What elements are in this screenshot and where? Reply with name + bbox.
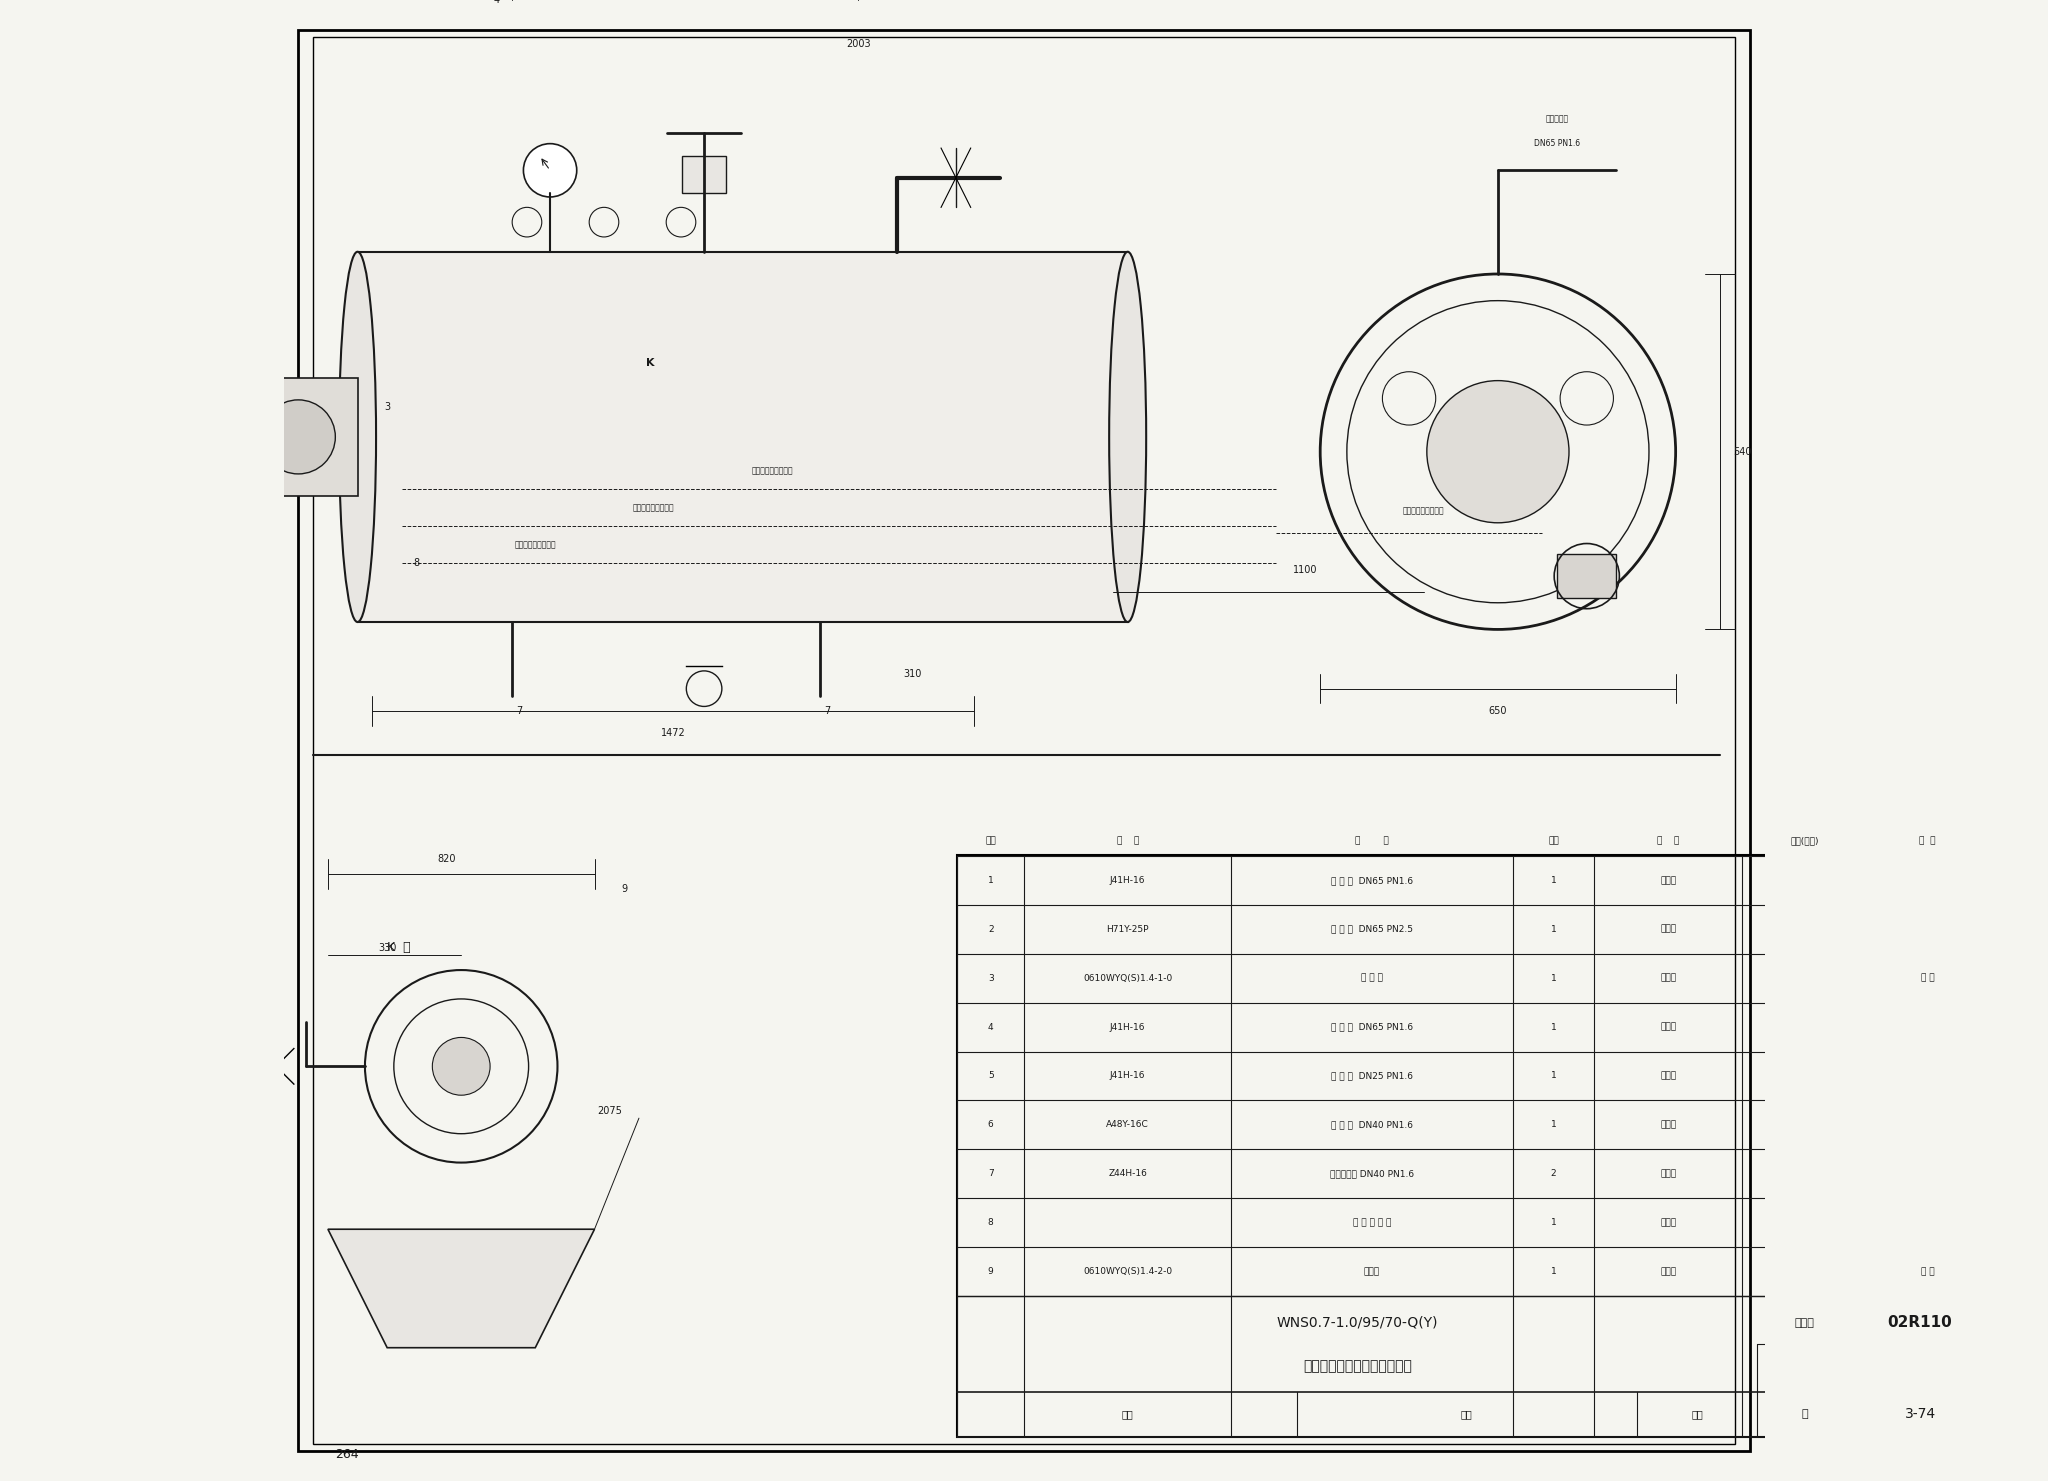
- Circle shape: [432, 1037, 489, 1094]
- Text: 回水温度显示信号线: 回水温度显示信号线: [1403, 507, 1444, 515]
- Text: 8: 8: [987, 1217, 993, 1228]
- Text: 外购件: 外购件: [1661, 924, 1677, 935]
- Text: 材    料: 材 料: [1657, 837, 1679, 846]
- Text: 0610WYQ(S)1.4-1-0: 0610WYQ(S)1.4-1-0: [1083, 973, 1171, 983]
- Text: 650: 650: [1489, 706, 1507, 715]
- Text: K  向: K 向: [387, 942, 412, 954]
- Text: 截 止 阀  DN65 PN1.6: 截 止 阀 DN65 PN1.6: [1331, 875, 1413, 886]
- Text: 1: 1: [1550, 924, 1556, 935]
- Bar: [240, 378, 358, 496]
- Text: 2: 2: [987, 924, 993, 935]
- Text: 9: 9: [621, 884, 627, 893]
- Text: 锅 炉 控 制 器: 锅 炉 控 制 器: [1354, 1217, 1391, 1228]
- Text: 设计: 设计: [1692, 1410, 1702, 1419]
- Text: 1: 1: [1550, 1071, 1556, 1081]
- Text: 安 全 阀  DN40 PN1.6: 安 全 阀 DN40 PN1.6: [1331, 1120, 1413, 1130]
- Text: 外购件: 外购件: [1661, 1217, 1677, 1228]
- Text: 540: 540: [1733, 447, 1751, 456]
- Circle shape: [1427, 381, 1569, 523]
- Text: DN65 PN1.6: DN65 PN1.6: [1534, 139, 1581, 148]
- Text: 264: 264: [336, 1448, 358, 1460]
- Text: 0610WYQ(S)1.4-2-0: 0610WYQ(S)1.4-2-0: [1083, 1266, 1171, 1277]
- Text: 审核: 审核: [1122, 1410, 1133, 1419]
- Text: 进 水 管: 进 水 管: [1362, 973, 1382, 983]
- Text: WNS0.7-1.0/95/70-Q(Y): WNS0.7-1.0/95/70-Q(Y): [1276, 1315, 1438, 1330]
- Text: 热水锅炉管道、阀门、仪表图: 热水锅炉管道、阀门、仪表图: [1303, 1360, 1411, 1373]
- Text: 出水温度显示信号线: 出水温度显示信号线: [633, 504, 674, 512]
- Text: H71Y-25P: H71Y-25P: [1106, 924, 1149, 935]
- Text: 02R110: 02R110: [1888, 1315, 1952, 1330]
- Circle shape: [524, 144, 578, 197]
- Text: 4: 4: [494, 0, 500, 4]
- Text: 快速排污阀 DN40 PN1.6: 快速排污阀 DN40 PN1.6: [1329, 1169, 1413, 1179]
- Text: 1: 1: [1550, 1022, 1556, 1032]
- Text: 装配件: 装配件: [1661, 973, 1677, 983]
- Text: 3: 3: [987, 973, 993, 983]
- Text: 1: 1: [987, 875, 993, 886]
- Ellipse shape: [340, 252, 377, 622]
- Bar: [682, 156, 727, 193]
- Text: 低压保护显示信号线: 低压保护显示信号线: [514, 541, 557, 549]
- Text: 排烟温度显示信号线: 排烟温度显示信号线: [752, 467, 793, 475]
- Text: 820: 820: [436, 855, 455, 863]
- Text: 2003: 2003: [846, 40, 870, 49]
- Text: 名        称: 名 称: [1356, 837, 1389, 846]
- Text: 数量: 数量: [1548, 837, 1559, 846]
- Text: 装配件: 装配件: [1661, 1266, 1677, 1277]
- Text: 310: 310: [903, 669, 922, 678]
- Text: A48Y-16C: A48Y-16C: [1106, 1120, 1149, 1130]
- Text: 7: 7: [823, 706, 829, 715]
- Text: 3: 3: [385, 403, 391, 412]
- Text: 1: 1: [1550, 973, 1556, 983]
- Text: 7: 7: [987, 1169, 993, 1179]
- Text: 进水阀口径: 进水阀口径: [1546, 114, 1569, 123]
- Text: 外购件: 外购件: [1661, 1120, 1677, 1130]
- Text: 页: 页: [1800, 1410, 1808, 1419]
- Text: 1472: 1472: [662, 729, 686, 738]
- Text: 截 止 阀  DN25 PN1.6: 截 止 阀 DN25 PN1.6: [1331, 1071, 1413, 1081]
- Text: 5: 5: [987, 1071, 993, 1081]
- Text: 330: 330: [379, 943, 397, 952]
- Text: 9: 9: [987, 1266, 993, 1277]
- Text: 代    号: 代 号: [1116, 837, 1139, 846]
- Text: 外购件: 外购件: [1661, 875, 1677, 886]
- Text: 外购件: 外购件: [1661, 1169, 1677, 1179]
- Text: J41H-16: J41H-16: [1110, 1071, 1145, 1081]
- Polygon shape: [328, 1229, 594, 1348]
- Text: 3-74: 3-74: [1905, 1407, 1935, 1422]
- Text: Z44H-16: Z44H-16: [1108, 1169, 1147, 1179]
- Text: 附  注: 附 注: [1919, 837, 1935, 846]
- Text: 7: 7: [516, 706, 522, 715]
- Text: 备 用: 备 用: [1921, 1266, 1933, 1277]
- Text: 2: 2: [1550, 1169, 1556, 1179]
- Text: J41H-16: J41H-16: [1110, 1022, 1145, 1032]
- Text: K: K: [645, 358, 655, 367]
- Text: 1: 1: [1550, 875, 1556, 886]
- Text: 图集号: 图集号: [1794, 1318, 1815, 1328]
- Text: 6: 6: [987, 1120, 993, 1130]
- Text: 1: 1: [1550, 1120, 1556, 1130]
- Bar: [358, 252, 1128, 622]
- Text: 8: 8: [414, 558, 420, 567]
- Text: 序号: 序号: [985, 837, 995, 846]
- Text: 出水管: 出水管: [1364, 1266, 1380, 1277]
- Text: 1100: 1100: [1292, 566, 1317, 575]
- Text: 4: 4: [987, 1022, 993, 1032]
- Text: 单重(公斤): 单重(公斤): [1792, 837, 1819, 846]
- Text: 外购件: 外购件: [1661, 1022, 1677, 1032]
- Text: 校对: 校对: [1460, 1410, 1473, 1419]
- Bar: [1556, 554, 1616, 598]
- Text: 2075: 2075: [596, 1106, 623, 1115]
- Ellipse shape: [1110, 252, 1147, 622]
- Text: 1: 1: [1550, 1266, 1556, 1277]
- Bar: [956, 855, 1987, 1437]
- Text: 止 回 阀  DN65 PN2.5: 止 回 阀 DN65 PN2.5: [1331, 924, 1413, 935]
- Text: 备 用: 备 用: [1921, 973, 1933, 983]
- Text: 外购件: 外购件: [1661, 1071, 1677, 1081]
- Circle shape: [262, 400, 336, 474]
- Text: J41H-16: J41H-16: [1110, 875, 1145, 886]
- Text: 1: 1: [1550, 1217, 1556, 1228]
- Text: 截 止 阀  DN65 PN1.6: 截 止 阀 DN65 PN1.6: [1331, 1022, 1413, 1032]
